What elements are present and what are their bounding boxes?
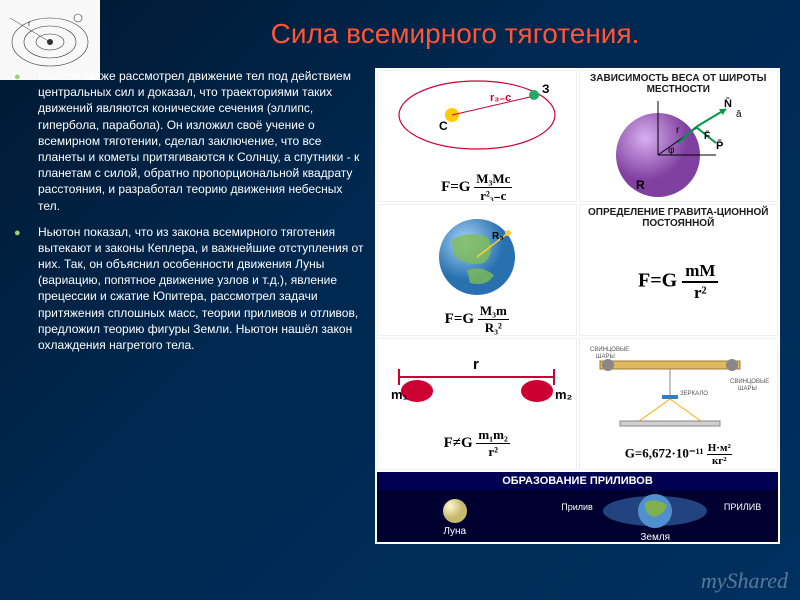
watermark: myShared bbox=[701, 568, 788, 594]
formula-orbit: F=G M₃Mсr²₃₋с bbox=[378, 171, 576, 202]
svg-text:ШАРЫ: ШАРЫ bbox=[596, 354, 615, 360]
formula-gravconst: F=G mMr² bbox=[580, 261, 778, 303]
svg-text:ā௖: ā௖ bbox=[736, 109, 742, 120]
cell-globe: R₃ F=G M₃mR₃² bbox=[377, 204, 577, 336]
svg-text:P̄: P̄ bbox=[716, 140, 723, 152]
tides-title: ОБРАЗОВАНИЕ ПРИЛИВОВ bbox=[377, 472, 778, 490]
formula-g-value: G=6,672·10⁻¹¹ Н·м²кг² bbox=[580, 442, 778, 467]
svg-text:СВИНЦОВЫЕ: СВИНЦОВЫЕ bbox=[730, 379, 769, 385]
svg-text:m₁: m₁ bbox=[391, 387, 408, 402]
cell-latitude: ЗАВИСИМОСТЬ ВЕСА ОТ ШИРОТЫ МЕСТНОСТИ r R… bbox=[579, 70, 779, 202]
cell-twobody: m₁ m₂ r F≠G m₁m₂r² bbox=[377, 338, 577, 470]
svg-text:ШАРЫ: ШАРЫ bbox=[738, 386, 757, 392]
earth-label: З bbox=[542, 82, 550, 96]
text-column: Ньютон также рассмотрел движение тел под… bbox=[10, 68, 365, 544]
cell-tides: ОБРАЗОВАНИЕ ПРИЛИВОВ Луна Земля Прилив П… bbox=[377, 472, 778, 542]
figure-grid: С З r₃₋с F=G M₃Mсr²₃₋с ЗАВИСИМОСТЬ ВЕСА … bbox=[375, 68, 780, 544]
svg-text:ЗЕРКАЛО: ЗЕРКАЛО bbox=[680, 391, 708, 397]
tide-right: ПРИЛИВ bbox=[724, 502, 761, 512]
svg-text:r: r bbox=[473, 356, 479, 373]
page-title: Сила всемирного тяготения. bbox=[0, 0, 800, 58]
moon-group: Луна bbox=[440, 496, 470, 537]
formula-twobody: F≠G m₁m₂r² bbox=[378, 427, 576, 460]
svg-text:N̄: N̄ bbox=[724, 98, 732, 110]
sun-label: С bbox=[439, 119, 448, 133]
latitude-title: ЗАВИСИМОСТЬ ВЕСА ОТ ШИРОТЫ МЕСТНОСТИ bbox=[580, 71, 778, 97]
svg-text:R: R bbox=[636, 178, 645, 192]
svg-text:m₂: m₂ bbox=[555, 387, 573, 402]
svg-text:F̄: F̄ bbox=[704, 130, 710, 142]
gravconst-title: ОПРЕДЕЛЕНИЕ ГРАВИТА-ЦИОННОЙ ПОСТОЯННОЙ bbox=[580, 205, 778, 231]
svg-text:r₃₋с: r₃₋с bbox=[490, 92, 511, 104]
tide-left: Прилив bbox=[561, 502, 593, 512]
bullet-2: Ньютон показал, что из закона всемирного… bbox=[30, 224, 365, 354]
cell-cavendish: СВИНЦОВЫЕ ШАРЫ СВИНЦОВЫЕ ШАРЫ ЗЕРКАЛО СХ… bbox=[579, 338, 779, 470]
formula-globe: F=G M₃mR₃² bbox=[378, 303, 576, 336]
moon-label: Луна bbox=[443, 526, 466, 537]
svg-text:R₃: R₃ bbox=[492, 231, 504, 242]
earth-group: Земля Прилив ПРИЛИВ bbox=[595, 490, 715, 543]
svg-text:φ: φ bbox=[668, 145, 675, 156]
svg-text:СВИНЦОВЫЕ: СВИНЦОВЫЕ bbox=[590, 347, 629, 353]
cell-orbit: С З r₃₋с F=G M₃Mсr²₃₋с bbox=[377, 70, 577, 202]
svg-text:r: r bbox=[28, 19, 31, 28]
cell-gravconst: ОПРЕДЕЛЕНИЕ ГРАВИТА-ЦИОННОЙ ПОСТОЯННОЙ F… bbox=[579, 204, 779, 336]
bullet-1: Ньютон также рассмотрел движение тел под… bbox=[30, 68, 365, 214]
main-layout: Ньютон также рассмотрел движение тел под… bbox=[0, 58, 800, 544]
earth-label: Земля bbox=[640, 532, 670, 543]
